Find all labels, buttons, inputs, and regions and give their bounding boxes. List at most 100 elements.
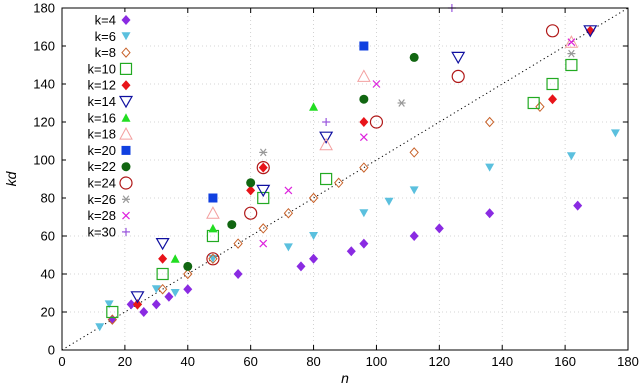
data-point-k8	[409, 147, 419, 158]
data-point-k12	[132, 299, 142, 310]
x-tick-label: 100	[366, 354, 388, 369]
data-point-k6	[485, 163, 495, 172]
axis-ticks: 0 20 40 60 80 100 120 140 160 180 0 20 40 60 80 100 120 1…	[33, 1, 639, 370]
legend-label-k20: k=20	[87, 143, 116, 158]
y-tick-label: 100	[33, 153, 55, 168]
legend-marker-k10	[119, 62, 133, 76]
data-point-k14	[130, 291, 145, 304]
series-k16	[170, 102, 319, 263]
data-point-k16	[309, 102, 319, 111]
series-k26	[259, 49, 576, 157]
data-point-k28	[259, 239, 268, 248]
data-point-k28	[567, 38, 576, 47]
data-point-k14	[256, 184, 271, 198]
legend-label-k18: k=18	[87, 127, 116, 142]
data-point-k24	[369, 115, 384, 129]
legend-label-k4: k=4	[95, 13, 116, 28]
x-stroke	[122, 211, 130, 220]
data-point-k26	[567, 49, 576, 58]
x-stroke	[359, 133, 368, 142]
data-point-k4	[359, 238, 369, 249]
data-point-k28	[284, 186, 293, 195]
legend-label-k26: k=26	[87, 192, 116, 207]
series-k12	[132, 25, 595, 310]
legend-marker-k4	[121, 15, 131, 25]
legend-label-k16: k=16	[87, 110, 116, 125]
data-point-k6	[566, 152, 576, 161]
data-point-k20	[359, 41, 369, 51]
asterisk-stroke	[398, 99, 405, 107]
legend-marker-k24	[119, 176, 133, 190]
legend-label-k30: k=30	[87, 224, 116, 239]
data-point-k24	[244, 206, 258, 220]
data-point-k6	[170, 289, 180, 297]
data-point-k4	[434, 223, 444, 234]
data-point-k6	[104, 300, 114, 309]
data-point-k24	[256, 161, 270, 175]
data-point-k4	[309, 253, 319, 264]
data-points	[95, 4, 620, 332]
data-point-k28	[372, 80, 381, 88]
asterisk-stroke	[568, 49, 575, 58]
data-point-k8	[359, 162, 369, 173]
series-k6	[95, 129, 620, 332]
plot-area	[61, 7, 629, 351]
y-axis-label: kd	[3, 170, 19, 186]
data-point-k10	[527, 96, 540, 110]
data-point-k4	[126, 299, 136, 310]
data-point-k4	[233, 269, 243, 279]
data-point-k26	[259, 148, 268, 157]
data-point-k4	[485, 208, 495, 219]
legend-label-k12: k=12	[87, 78, 116, 93]
legend-marker-k18	[119, 127, 133, 140]
x-stroke	[372, 80, 381, 88]
x-stroke	[259, 239, 268, 248]
data-point-k10	[257, 191, 270, 205]
y-tick-label: 80	[41, 191, 55, 206]
data-point-k4	[164, 291, 174, 302]
data-point-k10	[156, 267, 169, 281]
legend-marker-k20	[121, 145, 131, 155]
data-point-k22	[183, 261, 193, 271]
y-tick-label: 60	[41, 229, 55, 244]
data-point-k6	[409, 186, 419, 195]
data-point-k12	[548, 94, 558, 105]
legend-marker-k16	[121, 113, 131, 122]
x-tick-label: 120	[428, 354, 450, 369]
legend-marker-k6	[121, 32, 131, 41]
data-point-k14	[155, 238, 170, 251]
legend-marker-k28	[122, 211, 130, 220]
legend-marker-k22	[121, 162, 131, 172]
x-axis-label: n	[341, 370, 349, 386]
x-tick-label: 180	[617, 354, 639, 369]
data-point-k8	[308, 192, 319, 204]
x-tick-label: 160	[554, 354, 576, 369]
legend-marker-k30	[122, 227, 130, 236]
legend-marker-k12	[121, 80, 131, 91]
x-tick-label: 20	[118, 354, 132, 369]
legend-label-k24: k=24	[87, 176, 116, 191]
data-point-k14	[583, 25, 598, 38]
data-point-k6	[151, 285, 161, 294]
data-point-k4	[409, 231, 419, 241]
data-point-k6	[208, 254, 218, 263]
data-point-k14	[319, 131, 334, 144]
x-stroke	[284, 186, 293, 195]
data-point-k8	[484, 116, 495, 128]
data-point-k8	[334, 177, 344, 189]
data-point-k8	[258, 223, 268, 234]
data-point-k4	[151, 299, 161, 310]
data-point-k22	[246, 178, 256, 188]
x-tick-label: 80	[306, 354, 320, 369]
data-point-k24	[451, 69, 465, 84]
series-k8	[107, 101, 545, 325]
y-tick-label: 120	[33, 115, 55, 130]
y-tick-label: 160	[33, 39, 55, 54]
data-point-k22	[227, 220, 237, 230]
x-tick-label: 140	[491, 354, 513, 369]
series-k10	[106, 58, 578, 319]
data-point-k4	[183, 284, 193, 295]
legend-label-k10: k=10	[87, 61, 116, 76]
series-k28	[259, 38, 576, 248]
data-point-k8	[283, 207, 294, 219]
